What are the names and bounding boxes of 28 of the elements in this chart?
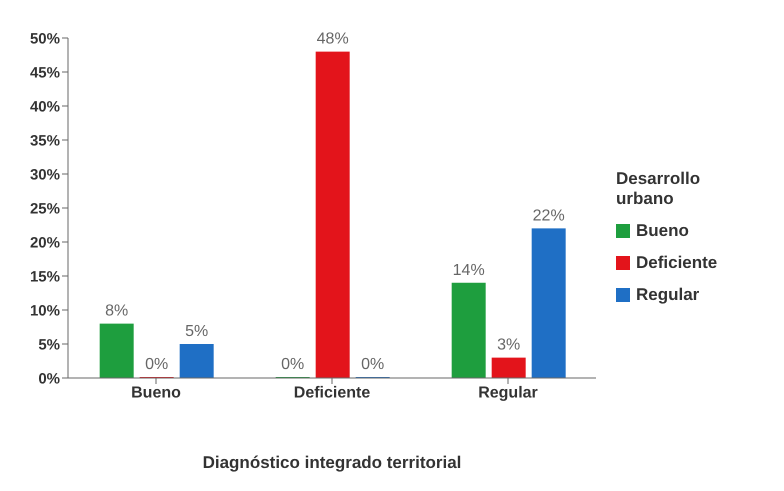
data-label: 14% [452,262,485,279]
legend-title: Desarrollo urbano [616,169,702,209]
data-label: 22% [532,207,565,224]
data-label: 5% [185,323,208,340]
y-tick-label: 0% [38,370,60,388]
y-tick-label: 35% [30,132,60,150]
x-axis-title: Diagnóstico integrado territorial [202,453,462,472]
y-tick-label: 20% [30,234,60,252]
data-label: 0% [145,356,168,373]
data-label: 0% [361,356,384,373]
data-label: 3% [497,336,520,354]
y-tick-label: 40% [30,98,60,116]
y-tick-label: 25% [30,200,60,218]
x-tick-label: Regular [478,384,538,402]
legend-label: Regular [636,285,700,305]
y-tick-label: 45% [30,64,60,82]
legend-label: Deficiente [636,253,718,273]
y-tick-label: 30% [30,166,60,184]
y-tick-label: 10% [30,302,60,320]
x-tick-label: Bueno [131,384,182,402]
y-tick-label: 15% [30,268,60,286]
data-label: 48% [316,30,349,48]
data-label: 0% [281,356,304,373]
legend-label: Bueno [636,221,689,241]
y-tick-label: 50% [30,30,60,48]
x-tick-label: Deficiente [294,384,370,402]
data-label: 8% [105,302,128,320]
y-tick-label: 5% [38,336,60,354]
